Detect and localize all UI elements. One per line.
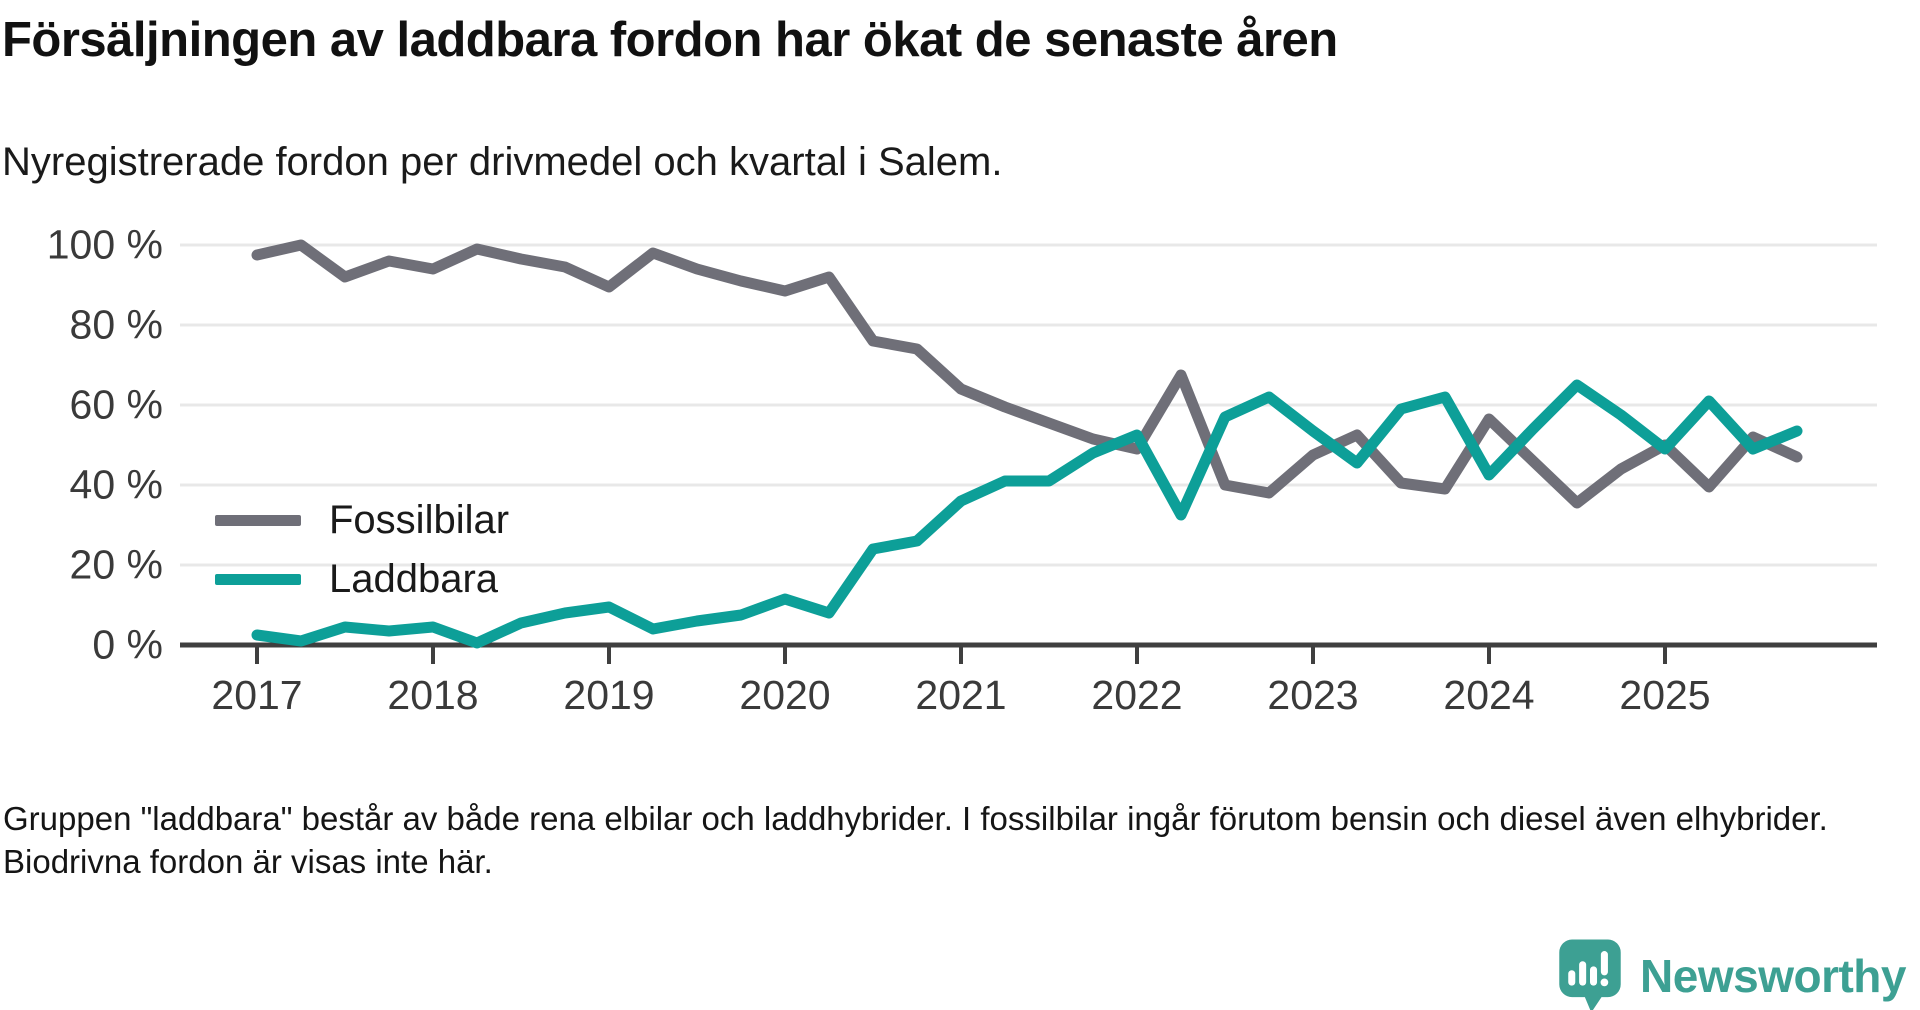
x-axis-label-2024: 2024 [1443, 672, 1535, 718]
newsworthy-speech-bubble-chart-icon [1559, 939, 1621, 1010]
y-axis-label-80: 80 % [69, 301, 163, 348]
x-axis-label-2025: 2025 [1619, 672, 1711, 718]
x-axis-label-2023: 2023 [1267, 672, 1359, 718]
y-axis-label-0: 0 % [92, 621, 163, 668]
legend-item-laddbara: Laddbara [215, 557, 509, 601]
chart-title: Försäljningen av laddbara fordon har öka… [2, 13, 1338, 67]
x-axis-label-2017: 2017 [211, 672, 303, 718]
x-axis-label-2018: 2018 [387, 672, 479, 718]
x-axis-label-2022: 2022 [1091, 672, 1183, 718]
x-axis-label-2021: 2021 [915, 672, 1007, 718]
laddbara-line-swatch [215, 573, 301, 585]
series-line-laddbara [251, 379, 1803, 649]
chart-legend: Fossilbilar Laddbara [215, 498, 509, 601]
legend-label: Fossilbilar [329, 497, 510, 542]
x-axis-label-2020: 2020 [739, 672, 831, 718]
fossilbilar-line-swatch [215, 514, 301, 526]
newsworthy-logo: Newsworthy [1558, 938, 1906, 1010]
legend-label: Laddbara [329, 556, 499, 601]
footnote: Gruppen "laddbara" består av både rena e… [3, 800, 1828, 880]
y-axis-label-60: 60 % [69, 381, 163, 428]
x-axis-label-2019: 2019 [563, 672, 655, 718]
y-axis-label-40: 40 % [69, 461, 163, 508]
chart-subtitle: Nyregistrerade fordon per drivmedel och … [2, 140, 1003, 184]
legend-item-fossilbilar: Fossilbilar [215, 498, 509, 542]
series-line-fossilbilar [251, 239, 1803, 509]
y-axis-label-20: 20 % [69, 541, 163, 588]
y-axis-label-100: 100 % [46, 221, 163, 268]
newsworthy-wordmark: Newsworthy [1640, 950, 1906, 1002]
